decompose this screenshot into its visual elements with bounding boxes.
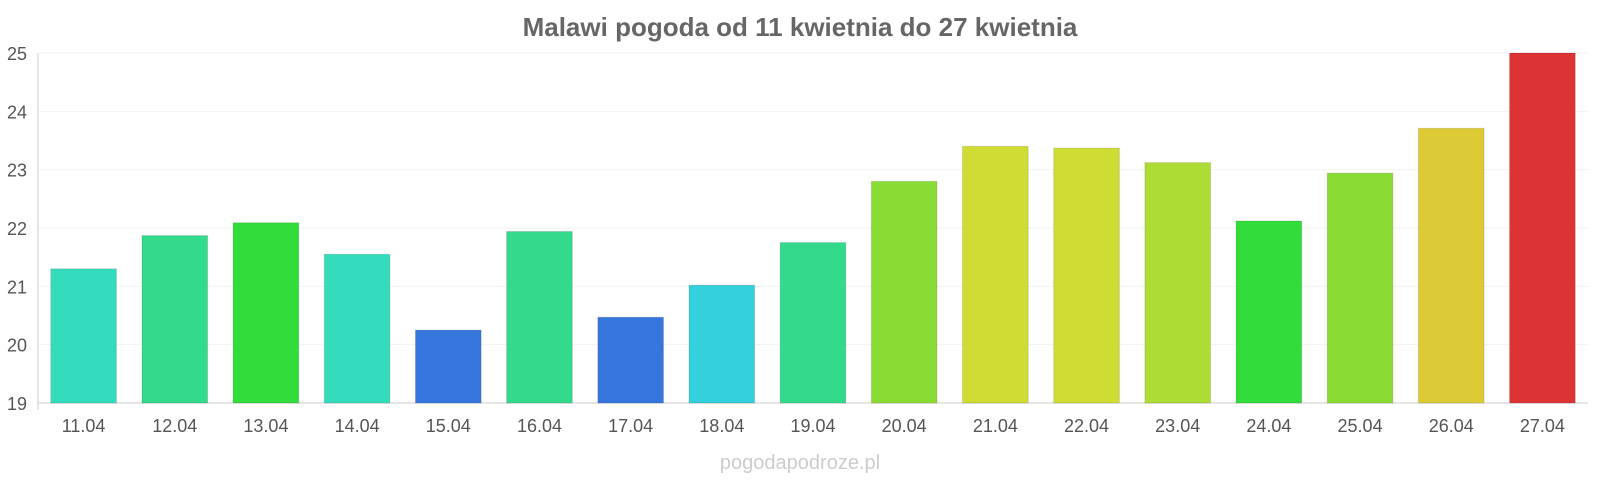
x-tick-label: 17.04 [608, 416, 653, 436]
y-tick-label: 20 [7, 336, 27, 356]
bar [688, 284, 756, 404]
bar [323, 253, 391, 404]
bar [50, 268, 117, 404]
x-tick-label: 14.04 [335, 416, 380, 436]
x-tick-label: 22.04 [1064, 416, 1109, 436]
bar [232, 222, 300, 404]
x-tick-label: 21.04 [973, 416, 1018, 436]
bar [506, 231, 573, 404]
y-tick-label: 21 [7, 277, 27, 297]
y-tick-label: 23 [7, 161, 27, 181]
bar [597, 316, 664, 404]
bar [870, 180, 938, 404]
x-tick-label: 23.04 [1155, 416, 1200, 436]
x-tick-label: 16.04 [517, 416, 562, 436]
y-tick-label: 25 [7, 44, 27, 64]
bar [1235, 220, 1303, 404]
x-tick-label: 18.04 [699, 416, 744, 436]
bar [141, 235, 209, 404]
x-tick-label: 19.04 [790, 416, 835, 436]
chart-title: Malawi pogoda od 11 kwietnia do 27 kwiet… [523, 12, 1078, 42]
y-tick-label: 22 [7, 219, 27, 239]
x-tick-label: 13.04 [243, 416, 288, 436]
bar [779, 242, 847, 404]
bar [1144, 162, 1212, 404]
y-tick-label: 19 [7, 394, 27, 414]
x-tick-label: 15.04 [426, 416, 471, 436]
x-tick-label: 26.04 [1429, 416, 1474, 436]
bar [1509, 52, 1576, 404]
bar [1326, 172, 1394, 404]
bar [962, 145, 1029, 404]
y-tick-label: 24 [7, 102, 27, 122]
x-tick-label: 24.04 [1246, 416, 1291, 436]
x-tick-label: 12.04 [152, 416, 197, 436]
x-tick-label: 11.04 [62, 416, 106, 436]
x-tick-label: 27.04 [1520, 416, 1565, 436]
x-tick-label: 25.04 [1338, 416, 1383, 436]
x-tick-label: 20.04 [882, 416, 927, 436]
bar [414, 329, 482, 404]
bar [1417, 127, 1485, 404]
y-tick-labels: 19 20 21 22 23 24 25 [7, 44, 27, 414]
bars [50, 52, 1576, 404]
bar [1053, 147, 1120, 404]
x-tick-labels: 11.04 12.04 13.04 14.04 15.04 16.04 17.04 18.04… [62, 416, 1565, 436]
watermark: pogodapodroze.pl [720, 452, 880, 474]
